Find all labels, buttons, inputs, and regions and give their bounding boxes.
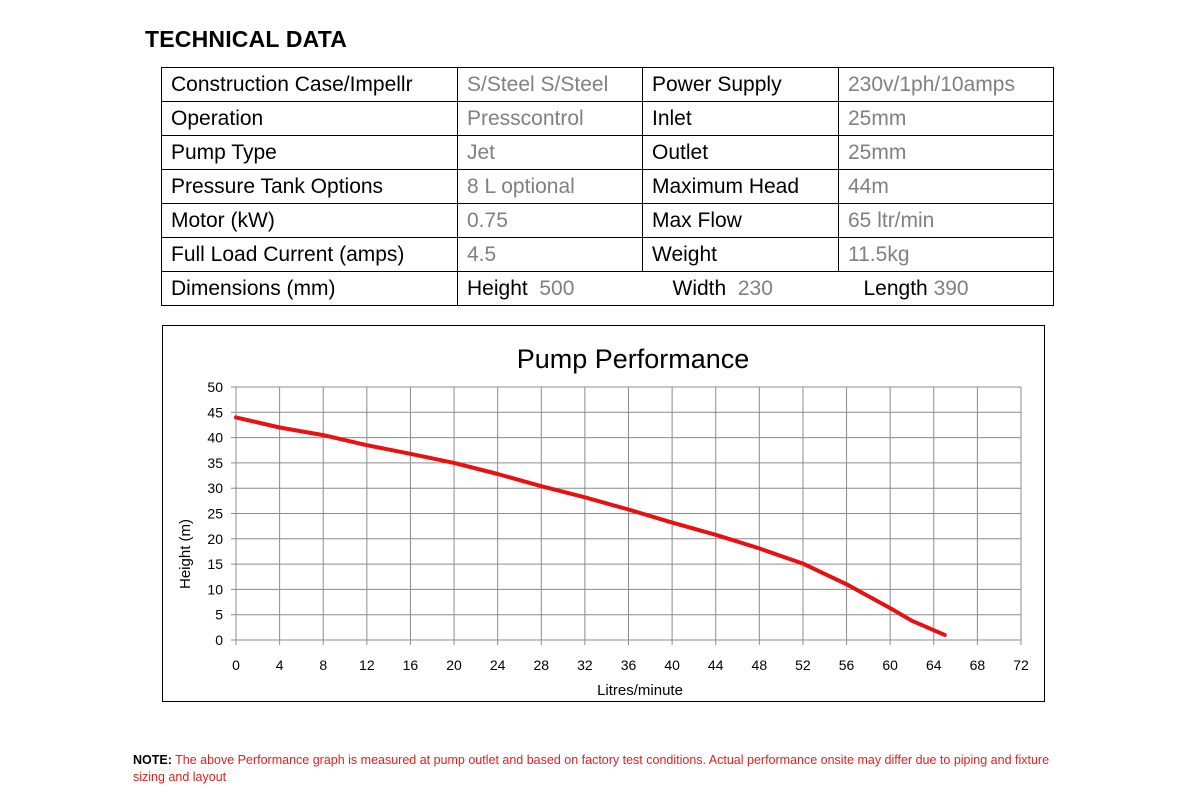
spec-label: Pressure Tank Options xyxy=(161,169,458,204)
x-tick-label: 32 xyxy=(577,657,593,673)
page-title: TECHNICAL DATA xyxy=(145,26,348,52)
pump-performance-chart: 0 5 10 15 20 25 30 35 40 45 50 0 4 8 12 16 20 24 28 32 36 40 4… xyxy=(162,325,1045,702)
note-text: The above Performance graph is measured … xyxy=(133,753,1050,784)
spec-value: S/Steel S/Steel xyxy=(457,67,643,102)
dimension-height: Height 500 xyxy=(457,271,643,306)
y-tick-label: 5 xyxy=(215,607,223,623)
width-value: 230 xyxy=(737,277,773,300)
y-tick-label: 25 xyxy=(207,506,223,522)
spec-value: 8 L optional xyxy=(457,169,643,204)
spec-label: Power Supply xyxy=(642,67,839,102)
x-tick-label: 0 xyxy=(232,657,240,673)
spec-label: Inlet xyxy=(642,101,839,136)
spec-label: Full Load Current (amps) xyxy=(161,237,458,272)
x-tick-label: 4 xyxy=(276,657,284,673)
dimension-width: Width 230 xyxy=(642,271,839,306)
axes xyxy=(231,386,1022,645)
table-row: Pressure Tank Options 8 L optional Maxim… xyxy=(161,169,1054,204)
spec-label: Pump Type xyxy=(161,135,458,170)
table-row: Construction Case/Impellr S/Steel S/Stee… xyxy=(161,67,1054,102)
y-tick-label: 30 xyxy=(207,480,223,496)
x-tick-label: 24 xyxy=(490,657,506,673)
x-tick-label: 64 xyxy=(926,657,942,673)
x-tick-label: 44 xyxy=(708,657,724,673)
x-tick-label: 28 xyxy=(533,657,549,673)
spec-value: 25mm xyxy=(838,101,1054,136)
spec-value: Jet xyxy=(457,135,643,170)
y-axis-label: Height (m) xyxy=(177,519,194,589)
spec-value: Presscontrol xyxy=(457,101,643,136)
y-tick-label: 0 xyxy=(215,632,223,648)
performance-curve xyxy=(234,415,947,637)
dimensions-row: Dimensions (mm) Height 500 Width 230 Len… xyxy=(161,271,1054,306)
y-tick-label: 20 xyxy=(207,531,223,547)
spec-value: 0.75 xyxy=(457,203,643,238)
table-row: Operation Presscontrol Inlet 25mm xyxy=(161,101,1054,136)
spec-value: 230v/1ph/10amps xyxy=(838,67,1054,102)
spec-value: 4.5 xyxy=(457,237,643,272)
dimensions-label: Dimensions (mm) xyxy=(161,271,458,306)
series-lines xyxy=(234,415,947,637)
spec-label: Weight xyxy=(642,237,839,272)
x-tick-label: 68 xyxy=(970,657,986,673)
spec-value: 44m xyxy=(838,169,1054,204)
x-tick-label: 36 xyxy=(621,657,637,673)
dimension-length: Length 390 xyxy=(838,271,1054,306)
performance-note: NOTE: The above Performance graph is mea… xyxy=(133,752,1083,786)
x-tick-label: 72 xyxy=(1013,657,1029,673)
spec-value: 25mm xyxy=(838,135,1054,170)
spec-label: Max Flow xyxy=(642,203,839,238)
technical-data-table: Construction Case/Impellr S/Steel S/Stee… xyxy=(161,67,1054,306)
length-value: 390 xyxy=(933,277,969,300)
y-tick-label: 50 xyxy=(207,379,223,395)
note-label: NOTE: xyxy=(133,753,172,767)
table-row: Motor (kW) 0.75 Max Flow 65 ltr/min xyxy=(161,203,1054,238)
x-axis-label: Litres/minute xyxy=(597,682,683,699)
x-tick-label: 56 xyxy=(839,657,855,673)
spec-value: 65 ltr/min xyxy=(838,203,1054,238)
x-tick-label: 12 xyxy=(359,657,375,673)
x-tick-label: 16 xyxy=(403,657,419,673)
x-tick-label: 40 xyxy=(664,657,680,673)
y-tick-label: 35 xyxy=(207,455,223,471)
spec-label: Motor (kW) xyxy=(161,203,458,238)
spec-label: Operation xyxy=(161,101,458,136)
length-label: Length xyxy=(863,277,928,300)
table-row: Full Load Current (amps) 4.5 Weight 11.5… xyxy=(161,237,1054,272)
spec-value: 11.5kg xyxy=(838,237,1054,272)
y-tick-label: 45 xyxy=(207,404,223,420)
spec-label: Construction Case/Impellr xyxy=(161,67,458,102)
chart-title: Pump Performance xyxy=(517,344,750,374)
height-value: 500 xyxy=(539,277,575,300)
x-tick-label: 60 xyxy=(882,657,898,673)
grid-lines xyxy=(236,386,1022,640)
spec-label: Outlet xyxy=(642,135,839,170)
y-tick-label: 15 xyxy=(207,556,223,572)
x-tick-label: 52 xyxy=(795,657,811,673)
y-tick-label: 40 xyxy=(207,430,223,446)
x-tick-label: 8 xyxy=(319,657,327,673)
x-tick-label: 48 xyxy=(752,657,768,673)
y-tick-label: 10 xyxy=(207,581,223,597)
x-tick-label: 20 xyxy=(446,657,462,673)
height-label: Height xyxy=(467,277,528,300)
spec-label: Maximum Head xyxy=(642,169,839,204)
table-row: Pump Type Jet Outlet 25mm xyxy=(161,135,1054,170)
width-label: Width xyxy=(672,277,727,300)
